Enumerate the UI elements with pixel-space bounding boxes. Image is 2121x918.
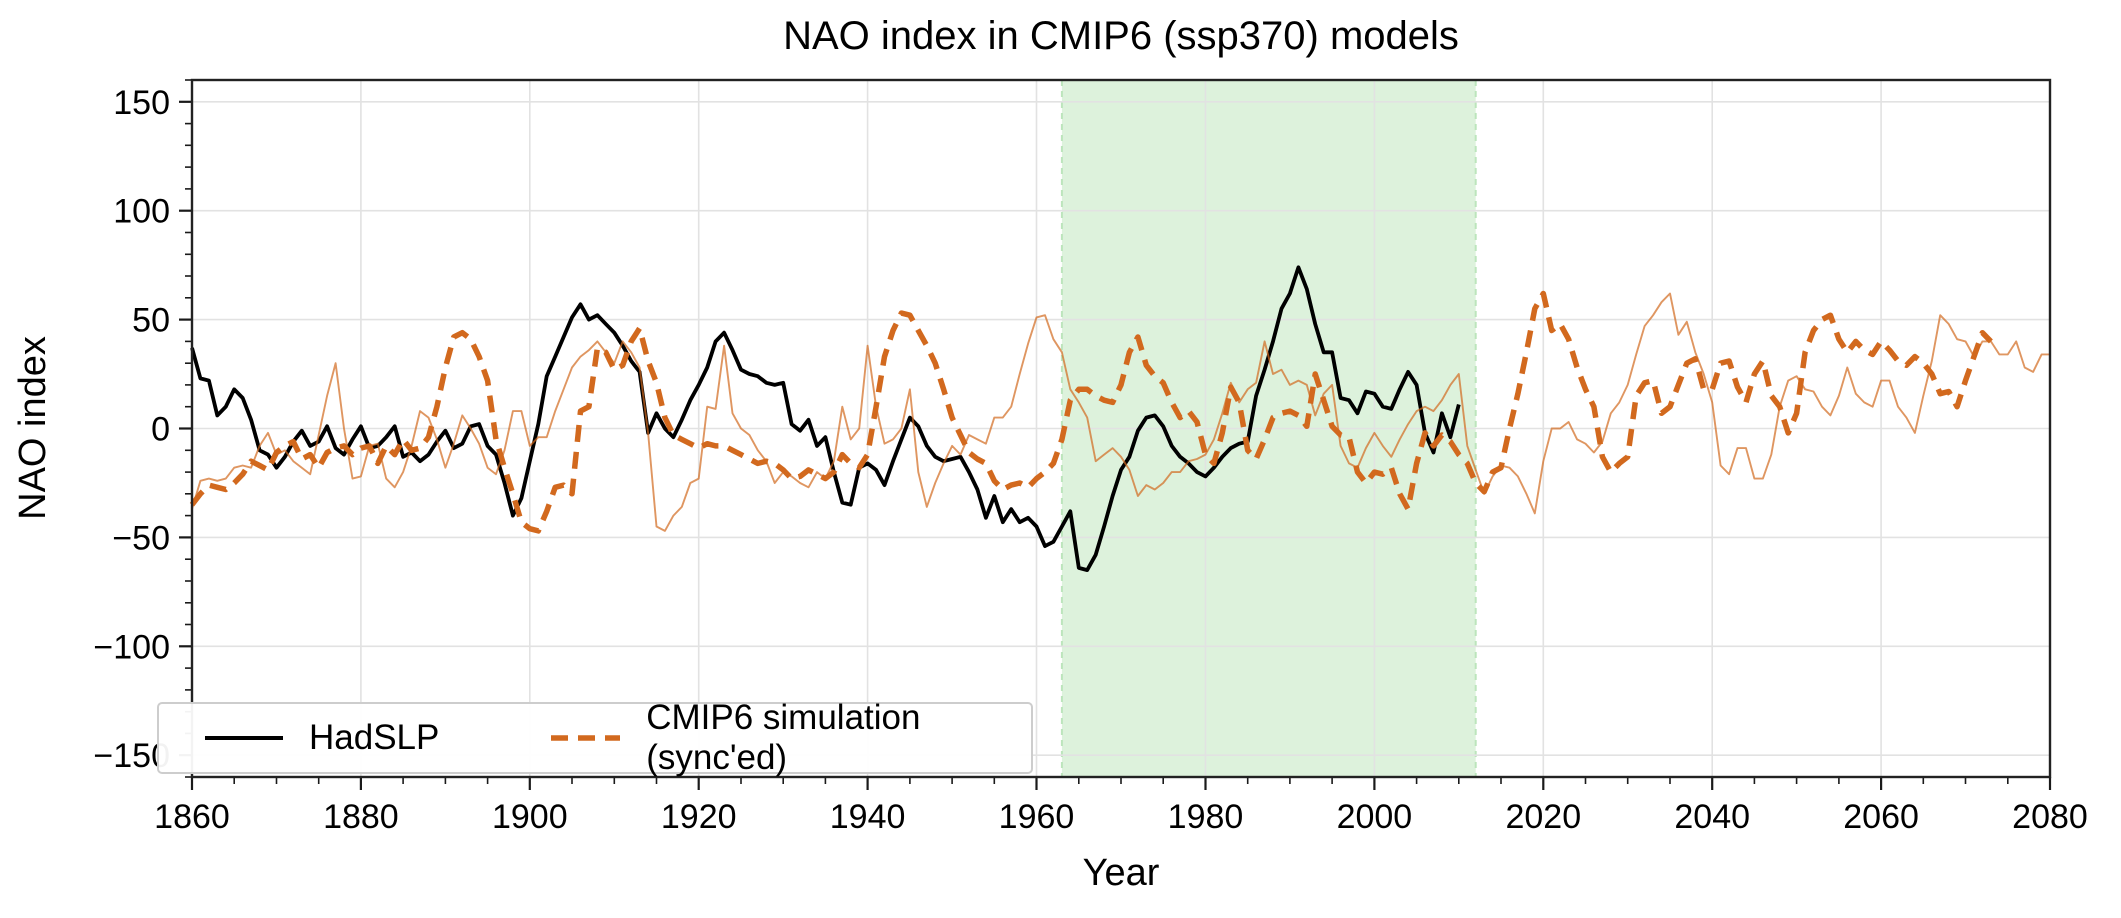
x-tick-label: 1940 [830,798,906,836]
cmip6-dashed-line-sample [551,735,621,741]
y-tick-label: 150 [113,84,170,122]
axes-spines [190,78,2052,779]
y-axis-label: NAO index [12,336,54,520]
y-tick-label: 50 [132,302,170,340]
hadslp-line-sample [205,736,283,740]
legend-item-cmip6: CMIP6 simulation (sync'ed) [551,698,1031,778]
legend-label-cmip6: CMIP6 simulation (sync'ed) [646,698,921,777]
y-tick-label: 100 [113,193,170,231]
chart-title: NAO index in CMIP6 (ssp370) models [783,14,1459,58]
x-tick-label: 1880 [323,798,399,836]
legend: HadSLP CMIP6 simulation (sync'ed) [157,698,1033,777]
x-tick-label: 1860 [154,798,230,836]
x-axis-label: Year [1082,852,1160,894]
x-tick-label: 2000 [1337,798,1413,836]
x-tick-label: 1980 [1168,798,1244,836]
x-tick-label: 1900 [492,798,568,836]
x-tick-label: 1920 [661,798,737,836]
legend-item-hadslp: HadSLP [205,718,439,758]
x-tick-label: 2060 [1843,798,1919,836]
legend-label-hadslp: HadSLP [309,718,440,757]
x-tick-label: 1960 [999,798,1075,836]
y-tick-label: −50 [112,519,170,557]
series-cmip6-synced-line [189,290,1993,534]
x-tick-label: 2080 [2012,798,2088,836]
x-tick-label: 2040 [1674,798,1750,836]
series-unlabeled-thin-line [191,292,2050,532]
x-tick-label: 2020 [1505,798,1581,836]
y-tick-label: 0 [151,411,170,449]
y-tick-label: −100 [93,628,170,666]
